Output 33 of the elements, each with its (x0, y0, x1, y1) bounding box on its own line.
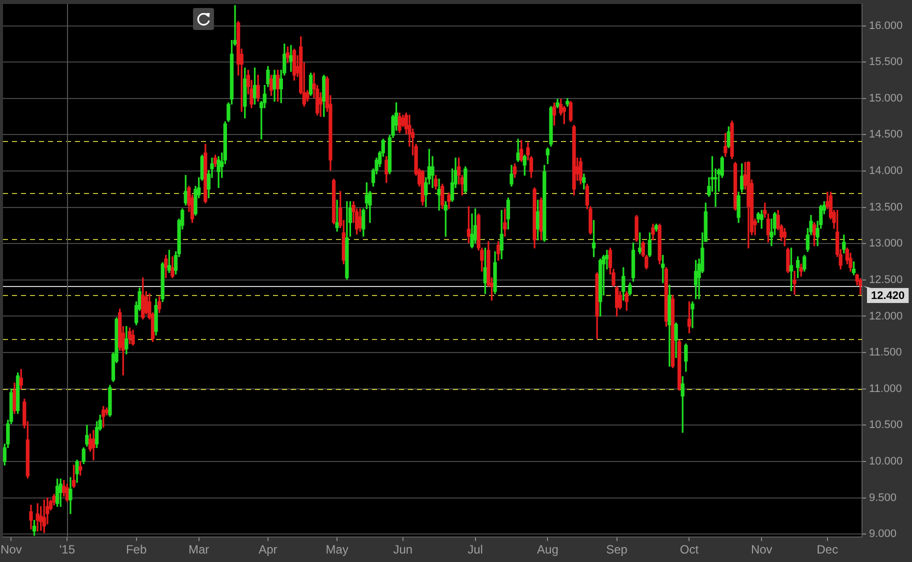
legend-label: 12.420 (870, 290, 905, 302)
y-tick-label: 12.000 (869, 310, 903, 322)
y-tick-label: 14.500 (869, 128, 903, 141)
candlestick (690, 301, 694, 328)
y-tick-label: 13.500 (869, 201, 903, 214)
x-tick-label: Apr (258, 542, 278, 557)
y-tick-label: 12.500 (869, 274, 903, 286)
candlestick (792, 270, 796, 295)
y-tick-label: 10.500 (869, 419, 903, 432)
x-tick-label: Jul (468, 542, 483, 557)
y-tick-label: 9.500 (869, 492, 897, 504)
y-tick-label: 14.000 (869, 165, 903, 178)
x-tick-label: Feb (126, 542, 147, 557)
x-tick-label: May (326, 542, 348, 557)
y-tick-label: 15.500 (869, 56, 903, 68)
x-tick-label: Oct (680, 542, 700, 557)
y-tick-label: 11.000 (869, 382, 902, 395)
y-tick-label: 15.000 (869, 92, 903, 104)
x-tick-label: Sep (606, 542, 628, 557)
y-tick-label: 16.000 (869, 20, 903, 32)
x-tick-label: Mar (188, 542, 210, 557)
x-tick-label: Aug (537, 542, 558, 557)
y-tick-label: 13.000 (869, 238, 903, 250)
y-tick-label: 10.000 (869, 456, 903, 468)
candlestick (289, 45, 293, 72)
x-tick-label: Nov (750, 542, 772, 557)
candlestick (335, 200, 339, 232)
x-tick-label: Nov (0, 542, 22, 557)
x-tick-label: '15 (59, 542, 76, 557)
x-tick-label: Jun (393, 542, 413, 557)
y-tick-label: 11.500 (869, 346, 902, 359)
y-tick-label: 9.000 (869, 528, 897, 540)
x-tick-label: Dec (816, 542, 838, 557)
